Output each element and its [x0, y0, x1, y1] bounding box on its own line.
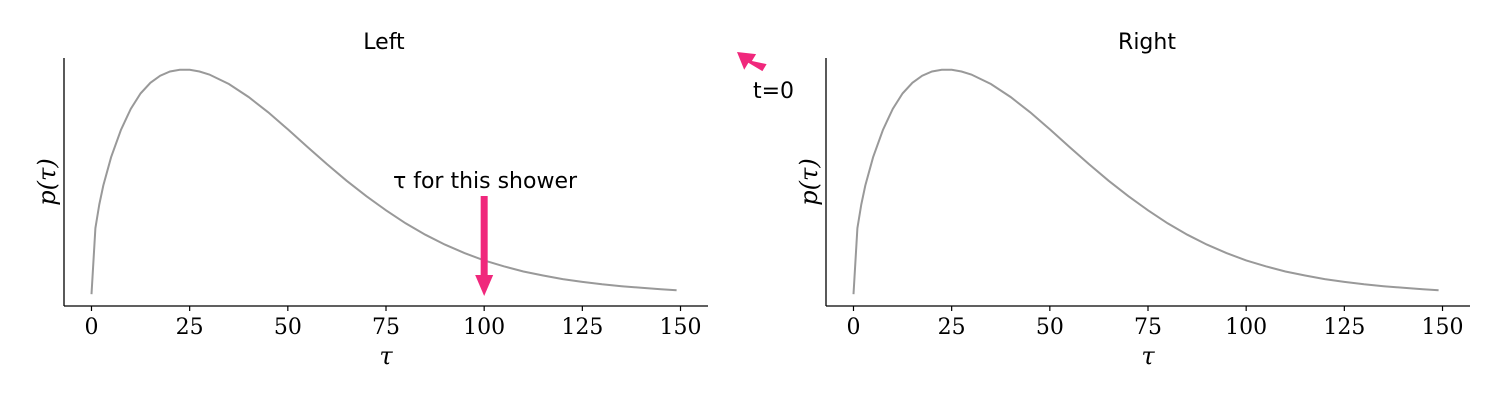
left-density-curve	[92, 70, 677, 294]
right-x-tick-label: 150	[1422, 315, 1464, 340]
left-annotation-text: τ for this shower	[393, 169, 578, 194]
left-x-ticks: 0 25 50 75 100 125 150	[84, 306, 701, 340]
right-x-tick-label: 100	[1225, 315, 1267, 340]
right-x-tick-label: 0	[846, 315, 860, 340]
left-x-tick-label: 25	[176, 315, 204, 340]
left-chart-title: Left	[363, 30, 405, 55]
right-x-tick-label: 75	[1134, 315, 1162, 340]
left-chart: Left 0 25 50 75 100 125 150 τ p(τ) τ for this …	[33, 30, 708, 370]
right-x-ticks: 0 25 50 75 100 125 150	[846, 306, 1463, 340]
right-chart-title: Right	[1118, 30, 1176, 55]
left-x-tick-label: 75	[372, 315, 400, 340]
right-y-axis-label: p(τ)	[795, 158, 823, 205]
right-density-curve	[854, 70, 1439, 294]
right-x-tick-label: 125	[1323, 315, 1365, 340]
left-annotation-arrow-head	[475, 275, 493, 296]
right-chart: Right 0 25 50 75 100 125 150 τ p(τ)	[795, 30, 1470, 370]
left-annotation-arrow-shaft	[481, 196, 488, 275]
left-y-axis-label: p(τ)	[33, 158, 61, 205]
t0-arrow	[737, 52, 767, 71]
left-annotation-arrow	[475, 196, 493, 296]
left-x-tick-label: 50	[274, 315, 302, 340]
t0-annotation: t=0	[737, 52, 794, 104]
left-x-axis-label: τ	[379, 342, 393, 370]
right-curve-layer	[854, 70, 1439, 294]
t0-label: t=0	[753, 79, 794, 104]
left-curve-layer	[92, 70, 677, 294]
left-x-tick-label: 125	[561, 315, 603, 340]
right-x-axis-label: τ	[1141, 342, 1155, 370]
left-x-tick-label: 100	[463, 315, 505, 340]
left-x-tick-label: 150	[660, 315, 702, 340]
left-x-tick-label: 0	[84, 315, 98, 340]
right-x-tick-label: 25	[938, 315, 966, 340]
right-x-tick-label: 50	[1036, 315, 1064, 340]
